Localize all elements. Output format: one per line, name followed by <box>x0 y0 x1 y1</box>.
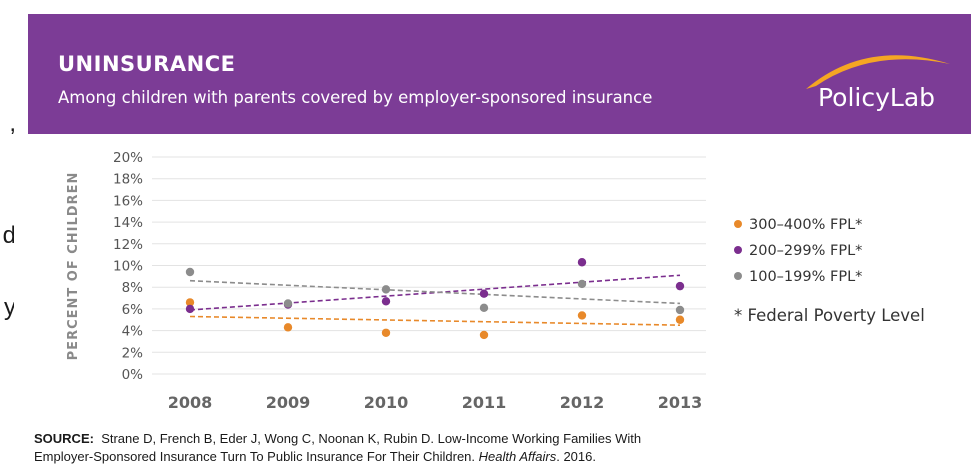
source-line-2: Employer-Sponsored Insurance Turn To Pub… <box>34 448 954 466</box>
legend-item-100-199: 100–199% FPL* <box>734 264 862 290</box>
y-tick-label: 4% <box>122 324 144 340</box>
data-point-series-1 <box>675 281 685 291</box>
edge-text-fragment-3: y <box>4 296 14 320</box>
y-tick-label: 0% <box>122 367 144 383</box>
header-banner: UNINSURANCE Among children with parents … <box>28 14 971 134</box>
data-points <box>185 258 685 340</box>
y-tick-label: 10% <box>113 259 143 275</box>
x-tick-label: 2011 <box>462 393 507 412</box>
data-point-series-1 <box>381 297 391 306</box>
source-journal: Health Affairs <box>478 449 557 464</box>
source-authors: Strane D, French B, Eder J, Wong C, Noon… <box>101 431 642 446</box>
legend-label: 300–400% FPL* <box>749 217 863 233</box>
legend-item-200-299: 200–299% FPL* <box>734 238 862 264</box>
grid-lines <box>152 156 706 375</box>
y-tick-label: 8% <box>122 280 144 296</box>
y-tick-label: 6% <box>122 302 144 318</box>
x-tick-label: 2009 <box>266 393 311 412</box>
data-point-series-2 <box>577 279 587 289</box>
source-label: SOURCE: <box>34 431 94 446</box>
x-tick-label: 2008 <box>168 393 213 412</box>
legend: 300–400% FPL* 200–299% FPL* 100–199% FPL… <box>734 212 862 290</box>
data-point-series-0 <box>479 330 489 340</box>
data-point-series-2 <box>479 303 489 313</box>
y-tick-label: 12% <box>113 237 143 253</box>
y-tick-label: 18% <box>113 172 143 188</box>
x-axis-ticks: 2008 2009 2010 2011 2012 2013 <box>168 393 703 412</box>
data-point-series-0 <box>381 328 391 337</box>
legend-dot-icon <box>734 220 742 228</box>
fpl-footnote: * Federal Poverty Level <box>734 306 925 325</box>
y-axis-label: PERCENT OF CHILDREN <box>66 172 81 361</box>
data-point-series-1 <box>479 289 489 298</box>
trend-line-series-0 <box>189 315 681 326</box>
data-point-series-2 <box>185 267 195 277</box>
x-tick-label: 2010 <box>364 393 409 412</box>
logo-swoosh-icon <box>806 55 950 89</box>
data-point-series-0 <box>283 323 293 332</box>
data-point-series-2 <box>381 285 391 294</box>
legend-dot-icon <box>734 246 742 254</box>
x-tick-label: 2013 <box>658 393 703 412</box>
trend-line-series-2 <box>189 279 681 305</box>
data-point-series-0 <box>185 298 195 307</box>
edge-text-fragment-2: d <box>2 224 14 248</box>
y-tick-label: 20% <box>113 150 143 166</box>
chart-title: UNINSURANCE <box>58 52 236 76</box>
data-point-series-0 <box>577 311 587 320</box>
y-axis-ticks: 0% 2% 4% 6% 8% 10% 12% 14% 16% 18% 20% <box>113 150 143 383</box>
data-point-series-1 <box>185 304 195 314</box>
brand-name: PolicyLab <box>818 83 936 112</box>
trend-lines <box>189 274 681 326</box>
edge-text-fragment-1: , <box>0 112 14 136</box>
y-tick-label: 14% <box>113 215 143 231</box>
y-tick-label: 16% <box>113 193 143 209</box>
policylab-logo: PolicyLab <box>776 44 956 124</box>
legend-dot-icon <box>734 272 742 280</box>
legend-label: 200–299% FPL* <box>749 243 863 259</box>
trend-line-series-1 <box>189 274 681 311</box>
x-tick-label: 2012 <box>560 393 605 412</box>
source-article: Employer-Sponsored Insurance Turn To Pub… <box>34 449 476 464</box>
legend-item-300-400: 300–400% FPL* <box>734 212 862 238</box>
chart-subtitle: Among children with parents covered by e… <box>58 88 653 107</box>
data-point-series-1 <box>577 258 587 267</box>
y-tick-label: 2% <box>122 345 144 361</box>
source-line-1: SOURCE: Strane D, French B, Eder J, Wong… <box>34 430 954 448</box>
legend-label: 100–199% FPL* <box>749 269 863 285</box>
source-citation: SOURCE: Strane D, French B, Eder J, Wong… <box>34 430 954 466</box>
source-year: . 2016. <box>556 449 596 464</box>
data-point-series-2 <box>283 299 293 308</box>
data-point-series-0 <box>675 315 685 324</box>
data-point-series-2 <box>675 305 685 315</box>
